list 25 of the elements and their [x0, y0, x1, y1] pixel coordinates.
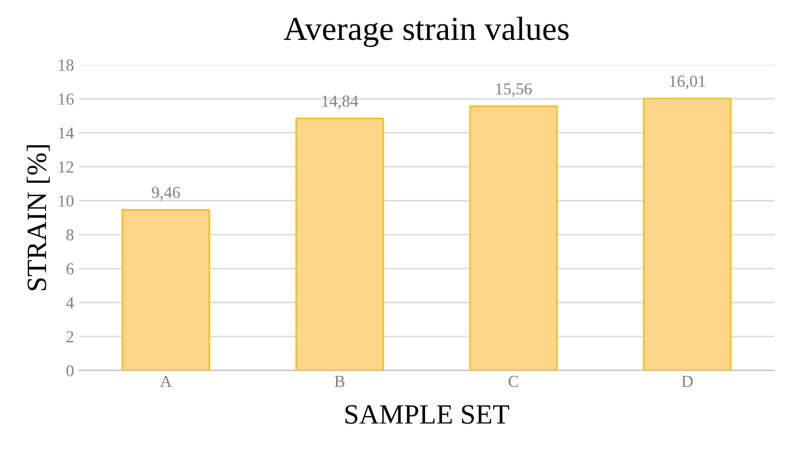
chart-title: Average strain values — [284, 16, 569, 48]
bar — [295, 118, 384, 370]
x-tick-label: B — [334, 376, 344, 387]
x-tick-label: C — [508, 376, 518, 387]
y-tick-label: 16 — [58, 94, 74, 105]
y-tick-label: 18 — [58, 60, 74, 71]
data-label: 16,01 — [670, 76, 706, 90]
bar — [122, 208, 210, 370]
y-tick-label: 4 — [66, 297, 74, 308]
y-tick-label: 14 — [58, 128, 74, 139]
y-tick-label: 6 — [66, 263, 74, 274]
y-tick-label: 2 — [66, 331, 74, 342]
x-axis-title: SAMPLE SET — [346, 405, 510, 424]
x-tick-label: A — [160, 376, 172, 387]
x-tick-label: D — [682, 376, 693, 387]
y-tick-label: 10 — [58, 195, 74, 207]
y-axis-title: STRAIN [%] — [26, 145, 50, 290]
data-label: 14,84 — [322, 96, 358, 110]
data-label: 15,56 — [496, 83, 532, 97]
y-tick-label: 0 — [66, 365, 74, 376]
y-tick-label: 12 — [58, 161, 74, 172]
y-tick-label: 8 — [66, 229, 74, 241]
bar — [469, 105, 558, 370]
data-label: 9,46 — [152, 186, 180, 200]
bar — [643, 98, 732, 370]
